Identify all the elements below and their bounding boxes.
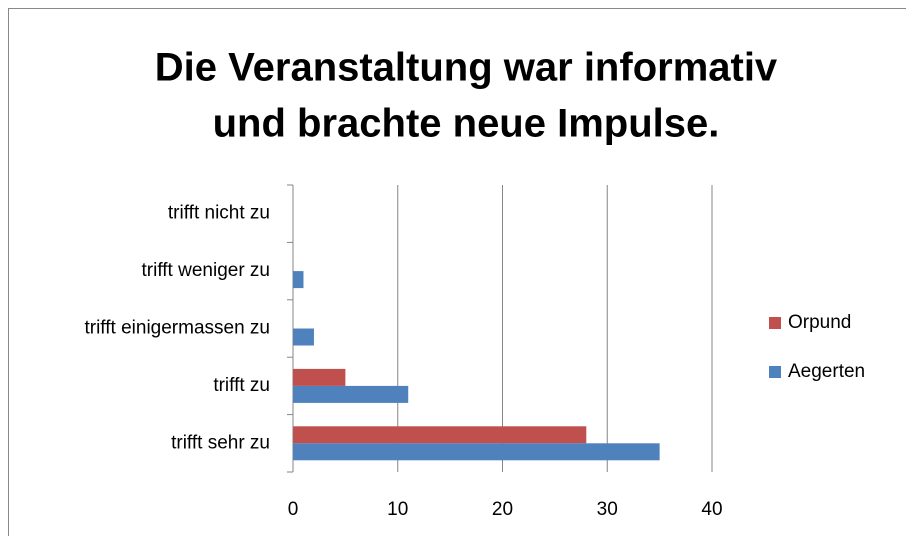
x-tick-label: 20 [492,499,513,520]
legend-swatch [769,317,781,329]
y-tick-label: trifft sehr zu [171,432,270,453]
y-tick-label: trifft nicht zu [168,203,270,224]
x-tick-label: 30 [597,499,618,520]
bar [293,328,314,346]
chart-title: und brachte neue Impulse. [213,102,720,146]
y-tick-label: trifft weniger zu [142,260,270,281]
x-tick-label: 40 [701,499,722,520]
legend-label: Orpund [788,312,851,333]
bar [293,368,346,386]
x-tick-label: 0 [288,499,299,520]
bar [293,426,587,444]
bar [293,271,304,289]
x-tick-label: 10 [387,499,408,520]
chart-title: Die Veranstaltung war informativ [155,46,778,90]
bar [293,385,409,403]
y-tick-label: trifft zu [213,375,270,396]
legend-label: Aegerten [788,361,865,382]
bar [293,443,660,461]
y-tick-label: trifft einigermassen zu [84,318,270,339]
legend-swatch [769,366,781,378]
